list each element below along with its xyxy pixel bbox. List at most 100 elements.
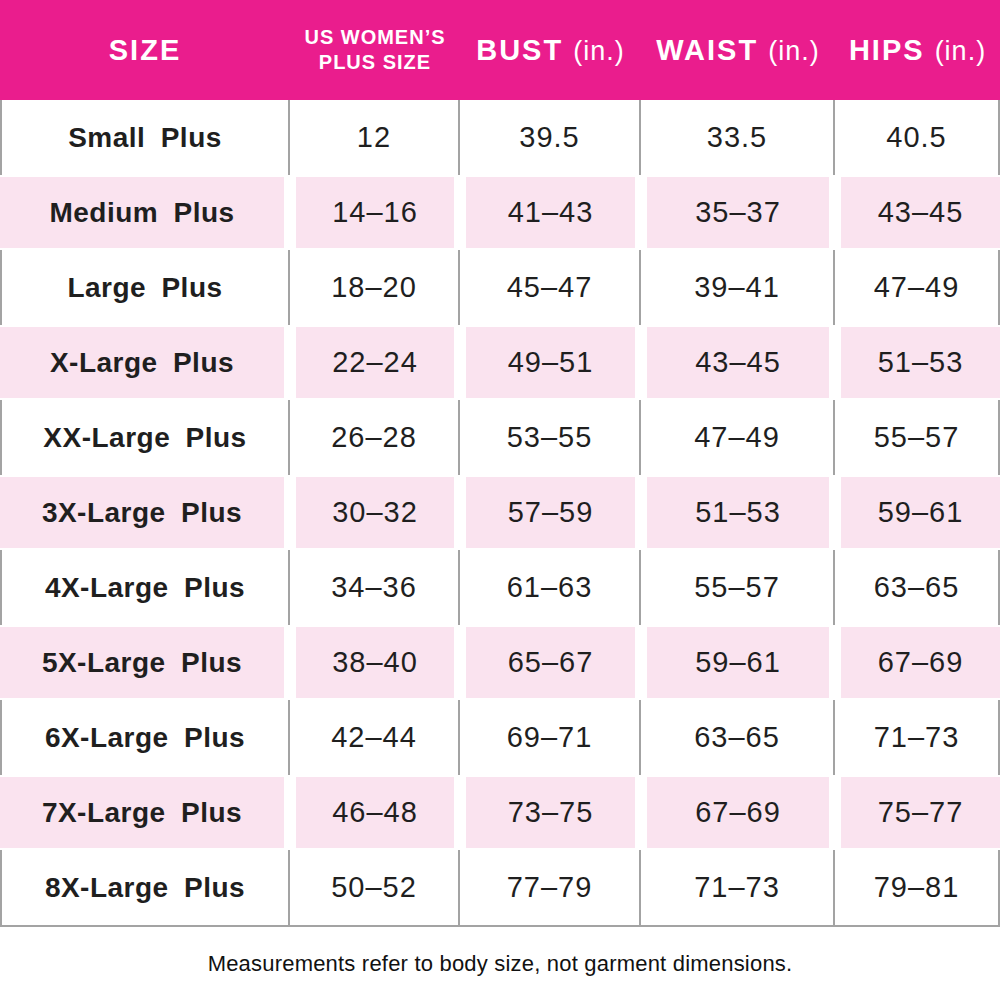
table-row: Medium Plus 14–16 41–43 35–37 43–45 — [0, 175, 1000, 250]
hips-cell: 71–73 — [835, 700, 1000, 775]
waist-value: 63–65 — [694, 721, 780, 754]
size-name: 6X-Large Plus — [45, 722, 245, 754]
us-plus-size-cell: 22–24 — [296, 327, 454, 398]
bust-value: 49–51 — [508, 346, 594, 379]
header-hips: HIPS (in.) — [835, 0, 1000, 100]
table-row: 8X-Large Plus 50–52 77–79 71–73 79–81 — [0, 850, 1000, 925]
header-waist-label: WAIST — [656, 34, 758, 66]
us-plus-size-cell: 38–40 — [296, 627, 454, 698]
waist-cell: 67–69 — [647, 777, 829, 848]
us-plus-size-cell: 18–20 — [290, 250, 460, 325]
waist-value: 55–57 — [694, 571, 780, 604]
us-plus-size-value: 18–20 — [331, 271, 417, 304]
header-waist: WAIST (in.) — [641, 0, 835, 100]
header-bust: BUST (in.) — [460, 0, 641, 100]
waist-value: 59–61 — [695, 646, 781, 679]
bust-value: 57–59 — [508, 496, 594, 529]
bust-cell: 57–59 — [466, 477, 635, 548]
size-name-cell: 3X-Large Plus — [0, 477, 284, 548]
size-name-cell: 8X-Large Plus — [0, 850, 290, 925]
bust-cell: 65–67 — [466, 627, 635, 698]
size-name: XX-Large Plus — [43, 422, 246, 454]
footnote-bar: Measurements refer to body size, not gar… — [0, 927, 1000, 1000]
size-name-cell: 7X-Large Plus — [0, 777, 284, 848]
bust-value: 65–67 — [508, 646, 594, 679]
hips-cell: 63–65 — [835, 550, 1000, 625]
bust-value: 53–55 — [507, 421, 593, 454]
hips-cell: 51–53 — [841, 327, 1000, 398]
bust-cell: 69–71 — [460, 700, 641, 775]
waist-cell: 43–45 — [647, 327, 829, 398]
header-bust-label: BUST — [476, 34, 563, 66]
hips-cell: 79–81 — [835, 850, 1000, 925]
header-us-plus-size-line2: PLUS SIZE — [319, 50, 431, 75]
waist-cell: 59–61 — [647, 627, 829, 698]
hips-cell: 75–77 — [841, 777, 1000, 848]
us-plus-size-value: 22–24 — [332, 346, 418, 379]
waist-value: 47–49 — [694, 421, 780, 454]
bust-value: 61–63 — [507, 571, 593, 604]
us-plus-size-value: 38–40 — [332, 646, 418, 679]
us-plus-size-cell: 46–48 — [296, 777, 454, 848]
waist-value: 71–73 — [694, 871, 780, 904]
us-plus-size-value: 34–36 — [331, 571, 417, 604]
hips-value: 51–53 — [878, 346, 964, 379]
size-name-cell: Medium Plus — [0, 177, 284, 248]
hips-cell: 59–61 — [841, 477, 1000, 548]
size-name-cell: 5X-Large Plus — [0, 627, 284, 698]
waist-cell: 39–41 — [641, 250, 835, 325]
waist-value: 35–37 — [695, 196, 781, 229]
size-name: 5X-Large Plus — [42, 647, 242, 679]
us-plus-size-cell: 30–32 — [296, 477, 454, 548]
waist-cell: 71–73 — [641, 850, 835, 925]
header-us-plus-size: US WOMEN’S PLUS SIZE — [290, 0, 460, 100]
us-plus-size-value: 12 — [357, 121, 391, 154]
size-name-cell: XX-Large Plus — [0, 400, 290, 475]
us-plus-size-cell: 14–16 — [296, 177, 454, 248]
hips-cell: 40.5 — [835, 100, 1000, 175]
bust-value: 41–43 — [508, 196, 594, 229]
bust-cell: 41–43 — [466, 177, 635, 248]
bust-cell: 61–63 — [460, 550, 641, 625]
waist-value: 33.5 — [707, 121, 767, 154]
waist-value: 39–41 — [694, 271, 780, 304]
us-plus-size-value: 50–52 — [331, 871, 417, 904]
us-plus-size-cell: 12 — [290, 100, 460, 175]
bust-cell: 73–75 — [466, 777, 635, 848]
header-us-plus-size-line1: US WOMEN’S — [304, 25, 445, 50]
table-row: XX-Large Plus 26–28 53–55 47–49 55–57 — [0, 400, 1000, 475]
us-plus-size-value: 14–16 — [332, 196, 418, 229]
hips-value: 79–81 — [874, 871, 960, 904]
table-row: 6X-Large Plus 42–44 69–71 63–65 71–73 — [0, 700, 1000, 775]
table-row: Small Plus 12 39.5 33.5 40.5 — [0, 100, 1000, 175]
hips-value: 67–69 — [878, 646, 964, 679]
header-waist-unit: (in.) — [768, 36, 820, 66]
hips-cell: 67–69 — [841, 627, 1000, 698]
table-row: X-Large Plus 22–24 49–51 43–45 51–53 — [0, 325, 1000, 400]
waist-value: 67–69 — [695, 796, 781, 829]
waist-cell: 33.5 — [641, 100, 835, 175]
bust-cell: 39.5 — [460, 100, 641, 175]
hips-value: 59–61 — [878, 496, 964, 529]
header-bust-unit: (in.) — [573, 36, 625, 66]
us-plus-size-cell: 34–36 — [290, 550, 460, 625]
us-plus-size-value: 30–32 — [332, 496, 418, 529]
hips-value: 47–49 — [874, 271, 960, 304]
waist-cell: 47–49 — [641, 400, 835, 475]
size-name: Medium Plus — [49, 197, 234, 229]
us-plus-size-cell: 50–52 — [290, 850, 460, 925]
hips-value: 40.5 — [886, 121, 946, 154]
us-plus-size-value: 26–28 — [331, 421, 417, 454]
header-size: SIZE — [0, 0, 290, 100]
us-plus-size-value: 46–48 — [332, 796, 418, 829]
hips-cell: 55–57 — [835, 400, 1000, 475]
waist-cell: 63–65 — [641, 700, 835, 775]
hips-cell: 47–49 — [835, 250, 1000, 325]
table-row: 7X-Large Plus 46–48 73–75 67–69 75–77 — [0, 775, 1000, 850]
bust-value: 69–71 — [507, 721, 593, 754]
waist-cell: 51–53 — [647, 477, 829, 548]
bust-cell: 53–55 — [460, 400, 641, 475]
hips-value: 43–45 — [878, 196, 964, 229]
waist-cell: 35–37 — [647, 177, 829, 248]
bust-cell: 45–47 — [460, 250, 641, 325]
